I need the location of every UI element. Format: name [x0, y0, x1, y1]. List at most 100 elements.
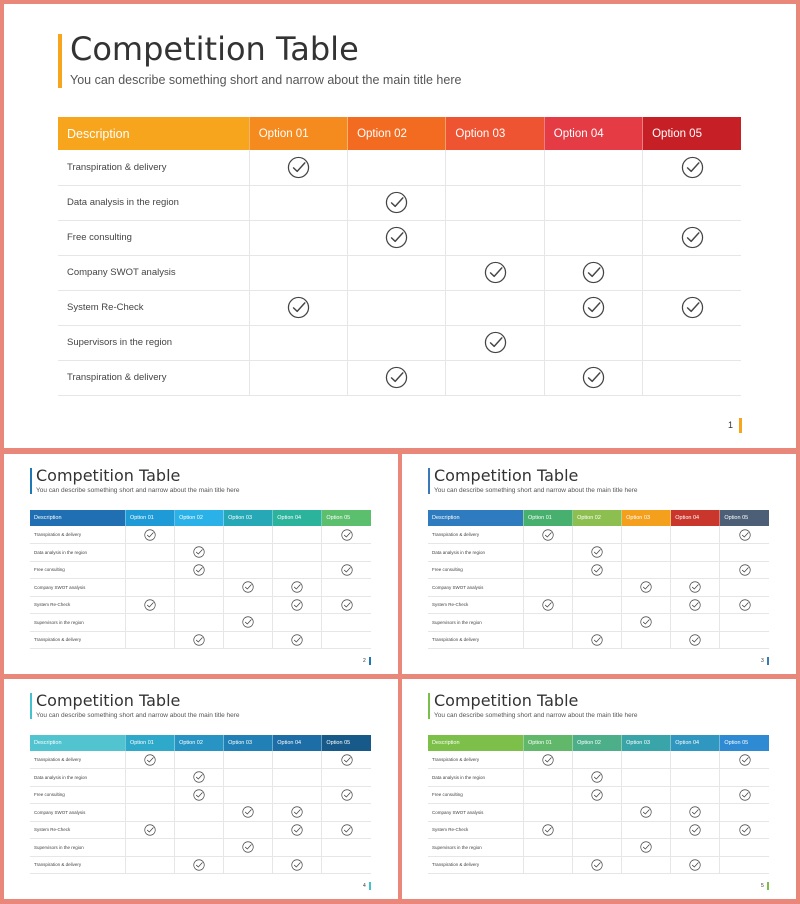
option-cell — [321, 856, 371, 874]
row-label: Company SWOT analysis — [30, 578, 126, 597]
option-cell — [621, 856, 671, 874]
option-cell — [248, 185, 348, 221]
check-circle-icon — [591, 564, 603, 576]
table-row: Company SWOT analysis — [58, 255, 741, 291]
option-cell — [272, 768, 322, 787]
table-row: Transpiration & delivery — [58, 150, 741, 186]
option-cell — [642, 290, 741, 326]
option-cell — [670, 803, 720, 822]
table-header-row: Description Option 01 Option 02 Option 03 Op… — [30, 735, 371, 751]
option-cell — [621, 526, 671, 544]
option-cell — [543, 220, 643, 256]
check-circle-icon — [242, 841, 254, 853]
row-label: Supervisors in the region — [30, 613, 126, 632]
table-row: Transpiration & delivery — [30, 631, 371, 649]
row-label: Transpiration & delivery — [428, 526, 524, 544]
option-cell — [321, 613, 371, 632]
check-circle-icon — [739, 528, 751, 541]
header-option-2: Option 02 — [572, 510, 622, 526]
page-number-bar — [767, 882, 769, 890]
check-circle-icon — [591, 771, 603, 783]
option-cell — [543, 185, 643, 221]
table-row: System Re-Check — [58, 290, 741, 326]
option-cell — [445, 150, 545, 186]
row-label: Company SWOT analysis — [58, 255, 250, 291]
option-cell — [223, 631, 273, 649]
option-cell — [621, 768, 671, 787]
check-circle-icon — [291, 824, 303, 836]
slide-3: Competition Table You can describe somet… — [402, 454, 796, 674]
option-cell — [174, 613, 224, 632]
check-circle-icon — [341, 564, 353, 576]
check-circle-icon — [385, 226, 408, 249]
page-number: 1 — [728, 420, 734, 430]
row-label: Transpiration & delivery — [428, 751, 524, 769]
slide-5: Competition Table You can describe somet… — [402, 679, 796, 899]
check-circle-icon — [591, 634, 603, 646]
option-cell — [670, 786, 720, 804]
table-row: Free consulting — [428, 561, 769, 579]
check-circle-icon — [582, 261, 605, 284]
row-label: System Re-Check — [30, 596, 126, 614]
table-row: Supervisors in the region — [428, 613, 769, 632]
row-label: Transpiration & delivery — [30, 631, 126, 649]
option-cell — [642, 185, 741, 221]
row-label: Supervisors in the region — [428, 838, 524, 857]
header-description: Description — [30, 510, 126, 526]
option-cell — [223, 561, 273, 579]
competition-table: Description Option 01 Option 02 Option 03 Op… — [30, 735, 371, 874]
check-circle-icon — [689, 859, 701, 871]
slide-subtitle: You can describe something short and nar… — [434, 712, 638, 719]
option-cell — [321, 596, 371, 614]
option-cell — [670, 856, 720, 874]
check-circle-icon — [739, 753, 751, 766]
competition-table: Description Option 01 Option 02 Option 03 Op… — [428, 510, 769, 649]
row-label: Supervisors in the region — [58, 325, 250, 361]
row-label: Free consulting — [58, 220, 250, 256]
option-cell — [174, 803, 224, 822]
title-accent-bar — [30, 693, 32, 719]
check-circle-icon — [739, 824, 751, 836]
option-cell — [174, 751, 224, 769]
option-cell — [719, 613, 769, 632]
competition-table: Description Option 01 Option 02 Option 03 Op… — [30, 510, 371, 649]
option-cell — [124, 803, 175, 822]
option-cell — [124, 596, 175, 614]
option-cell — [642, 360, 741, 396]
option-cell — [321, 768, 371, 787]
option-cell — [124, 631, 175, 649]
option-cell — [124, 838, 175, 857]
option-cell — [248, 290, 348, 326]
option-cell — [174, 543, 224, 562]
check-circle-icon — [591, 859, 603, 871]
table-row: Transpiration & delivery — [428, 526, 769, 544]
row-label: System Re-Check — [428, 596, 524, 614]
table-row: Supervisors in the region — [58, 325, 741, 361]
slide-subtitle: You can describe something short and nar… — [434, 487, 638, 494]
option-cell — [621, 803, 671, 822]
check-circle-icon — [144, 753, 156, 766]
check-circle-icon — [144, 528, 156, 541]
header-description: Description — [30, 735, 126, 751]
check-circle-icon — [341, 789, 353, 801]
option-cell — [124, 821, 175, 839]
header-option-3: Option 03 — [621, 735, 671, 751]
option-cell — [621, 596, 671, 614]
option-cell — [445, 290, 545, 326]
page-number: 3 — [761, 658, 764, 664]
row-label: Data analysis in the region — [428, 768, 524, 787]
option-cell — [272, 821, 322, 839]
table-row: System Re-Check — [30, 821, 371, 839]
option-cell — [719, 578, 769, 597]
table-body: Transpiration & delivery Data analysis in… — [428, 751, 769, 874]
table-row: Transpiration & delivery — [58, 360, 741, 396]
page-number-bar — [369, 657, 371, 665]
option-cell — [223, 578, 273, 597]
option-cell — [621, 838, 671, 857]
option-cell — [522, 768, 573, 787]
row-label: Supervisors in the region — [428, 613, 524, 632]
option-cell — [124, 561, 175, 579]
option-cell — [670, 838, 720, 857]
check-circle-icon — [287, 296, 310, 319]
option-cell — [522, 751, 573, 769]
